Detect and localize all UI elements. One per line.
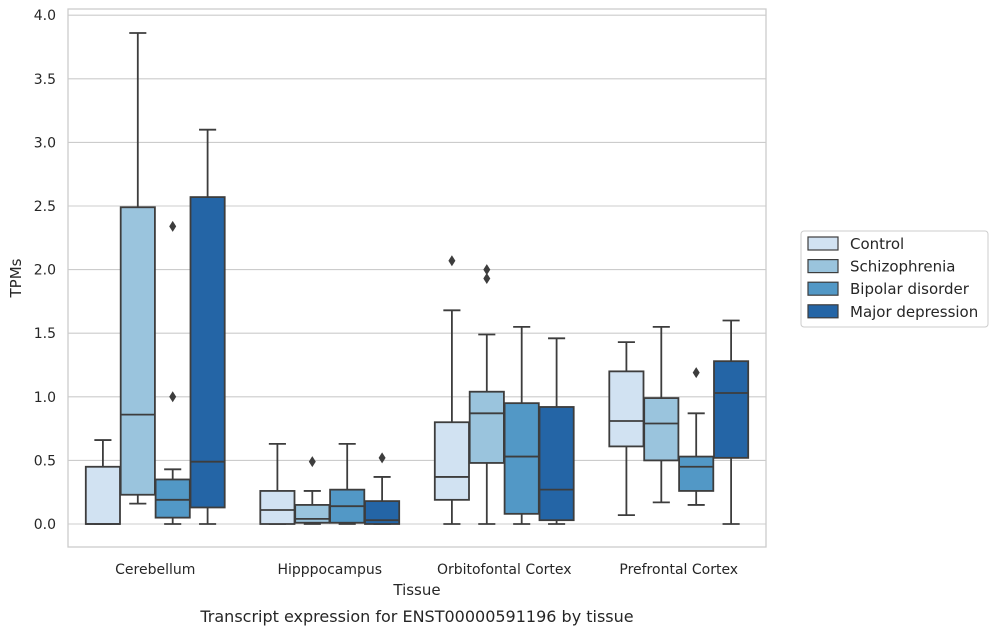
box-body (294, 504, 331, 524)
box-1-2 (468, 264, 505, 525)
legend-swatch (807, 236, 839, 251)
y-tick-label: 2.0 (34, 263, 56, 279)
outlier-marker (448, 255, 456, 267)
plot-frame (67, 8, 767, 548)
figure-caption: Transcript expression for ENST0000059119… (199, 607, 633, 626)
outlier-marker (483, 273, 491, 285)
box-2-3 (678, 367, 715, 506)
box-body (678, 455, 715, 492)
boxes (84, 32, 750, 525)
box-0-3 (608, 341, 645, 516)
box-body (84, 465, 121, 525)
x-tick-label: Prefrontal Cortex (619, 562, 738, 578)
outlier-marker (692, 367, 700, 379)
legend-swatch (807, 281, 839, 296)
y-tick-label: 1.5 (34, 326, 56, 342)
y-tick-label: 0.5 (34, 453, 56, 469)
legend-frame (800, 230, 989, 328)
box-body (468, 390, 505, 464)
box-1-3 (643, 325, 680, 504)
y-tick-label: 3.0 (34, 135, 56, 151)
box-body (119, 206, 156, 496)
box-body (259, 490, 296, 525)
box-body (364, 500, 401, 525)
x-tick-label: Hipppocampus (277, 562, 382, 578)
y-tick-label: 0.0 (34, 517, 56, 533)
outlier-marker (169, 391, 177, 403)
box-body (503, 402, 540, 515)
box-1-1 (294, 456, 331, 525)
box-0-1 (259, 442, 296, 525)
outlier-marker (308, 456, 316, 468)
y-tick-labels: 0.0 0.5 1.0 1.5 2.0 2.5 3.0 3.5 4.0 (34, 8, 56, 533)
y-axis-label: TPMs (7, 258, 25, 298)
box-body (154, 478, 191, 519)
y-tick-label: 3.5 (34, 72, 56, 88)
box-2-2 (503, 325, 540, 525)
box-body (538, 406, 575, 522)
legend-label: Schizophrenia (850, 258, 955, 276)
box-0-2 (433, 255, 470, 525)
y-tick-label: 4.0 (34, 8, 56, 24)
box-body (608, 370, 645, 448)
box-1-0 (119, 32, 156, 505)
legend-swatch (807, 259, 839, 274)
box-body (643, 397, 680, 462)
legend-swatch (807, 304, 839, 319)
x-tick-label: Cerebellum (115, 562, 195, 578)
x-tick-label: Orbitofontal Cortex (437, 562, 572, 578)
legend-label: Control (850, 235, 904, 253)
box-2-1 (329, 442, 366, 525)
legend-label: Major depression (850, 303, 978, 321)
box-0-0 (84, 439, 121, 525)
x-tick-labels: Cerebellum Hipppocampus Orbitofontal Corte… (115, 562, 738, 578)
box-body (189, 196, 226, 509)
gridlines (68, 14, 766, 525)
legend: Control Schizophrenia Bipolar disorder Majo… (800, 230, 989, 328)
box-2-0 (154, 220, 191, 525)
box-body (433, 421, 470, 501)
box-3-0 (189, 128, 226, 525)
box-3-2 (538, 337, 575, 525)
x-axis-label: Tissue (392, 581, 440, 599)
box-body (713, 360, 750, 459)
box-3-3 (713, 319, 750, 525)
outlier-marker (169, 220, 177, 232)
y-tick-label: 1.0 (34, 390, 56, 406)
box-3-1 (364, 452, 401, 525)
y-tick-label: 2.5 (34, 199, 56, 215)
outlier-marker (483, 264, 491, 276)
legend-label: Bipolar disorder (850, 280, 970, 298)
outlier-marker (378, 452, 386, 464)
